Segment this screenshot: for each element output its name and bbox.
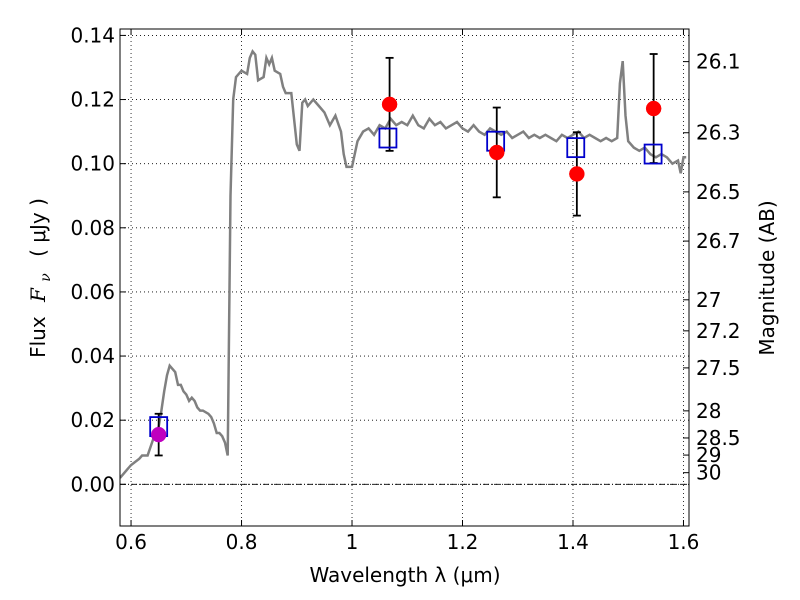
y-axis-title-symbol: F <box>26 287 50 303</box>
x-axis: 0.6 0.8 1 1.2 1.4 1.6 <box>115 29 699 554</box>
gridlines <box>120 29 689 526</box>
mag-tick-label: 26.7 <box>696 229 741 253</box>
mag-tick-label: 26.1 <box>696 50 741 74</box>
observed-point <box>645 100 662 117</box>
y-tick-label: 0.02 <box>70 408 115 432</box>
y-axis-title-post: ( μJy ) <box>26 198 50 257</box>
x-tick-label: 0.6 <box>115 530 147 554</box>
x-tick-label: 1.2 <box>447 530 479 554</box>
model-spectrum-line <box>120 49 687 479</box>
y-axis-title-pre: Flux <box>26 316 50 358</box>
observed-point <box>489 144 505 161</box>
plot-area <box>120 49 687 479</box>
mag-tick-label: 27 <box>696 288 721 312</box>
markers <box>149 96 663 443</box>
y-tick-label: 0.04 <box>70 344 115 368</box>
mag-tick-label: 30 <box>696 461 721 485</box>
y-tick-label: 0.10 <box>70 152 115 176</box>
y-tick-label: 0.00 <box>70 472 115 496</box>
mag-tick-label: 29 <box>696 443 721 467</box>
mag-tick-label: 26.3 <box>696 121 741 145</box>
y-tick-label: 0.14 <box>70 23 115 47</box>
mag-tick-label: 27.5 <box>696 356 741 380</box>
mag-tick-label: 28 <box>696 399 721 423</box>
plot-frame <box>119 28 690 527</box>
y-axis-title: Flux F ν ( μJy ) <box>26 198 55 358</box>
x-tick-label: 1.4 <box>557 530 589 554</box>
y-tick-label: 0.06 <box>70 280 115 304</box>
model-band-square <box>378 127 398 149</box>
mag-tick-label: 28.5 <box>696 426 741 450</box>
observed-point <box>569 166 585 182</box>
model-band-square <box>566 137 586 159</box>
x-axis-title: Wavelength λ (μm) <box>309 563 500 587</box>
model-band-square <box>643 143 663 165</box>
mag-tick-label: 26.5 <box>696 180 741 204</box>
x-tick-label: 1.6 <box>668 530 700 554</box>
y-tick-label: 0.12 <box>70 88 115 112</box>
y-axis-title-subscript: ν <box>38 273 54 282</box>
upper-limit-point <box>150 426 167 443</box>
y-tick-label: 0.08 <box>70 216 115 240</box>
y-axis: 0.00 0.02 0.04 0.06 0.08 0.10 0.12 0.14 <box>70 23 126 496</box>
mag-tick-label: 27.2 <box>696 319 741 343</box>
y2-axis-title: Magnitude (AB) <box>755 200 779 355</box>
x-tick-label: 0.8 <box>226 530 258 554</box>
observed-point <box>381 96 398 113</box>
x-tick-label: 1 <box>346 530 359 554</box>
